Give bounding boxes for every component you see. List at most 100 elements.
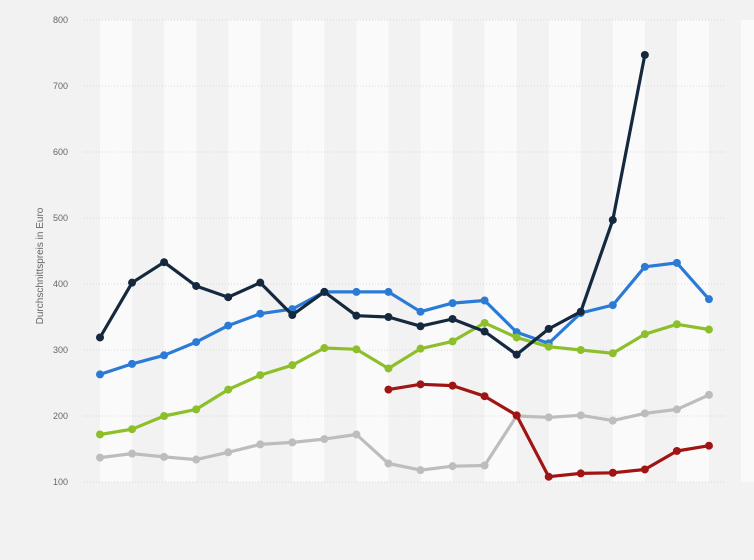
series-1 bbox=[96, 258, 713, 379]
band bbox=[628, 20, 645, 482]
data-point bbox=[128, 449, 137, 458]
series-4 bbox=[384, 380, 713, 481]
series-lines bbox=[96, 50, 713, 481]
data-point bbox=[96, 333, 104, 342]
y-tick-label: 500 bbox=[53, 213, 68, 223]
data-point bbox=[640, 50, 649, 59]
band bbox=[164, 20, 181, 482]
data-point bbox=[416, 466, 425, 475]
data-point bbox=[256, 371, 265, 380]
band bbox=[308, 20, 325, 482]
y-tick-label: 700 bbox=[53, 81, 68, 91]
data-point bbox=[480, 327, 489, 336]
data-point bbox=[448, 299, 457, 308]
data-point bbox=[320, 287, 329, 296]
y-axis-label: Durchschnittspreis in Euro bbox=[35, 207, 46, 324]
data-point bbox=[416, 307, 425, 316]
data-point bbox=[672, 320, 681, 329]
band bbox=[180, 20, 197, 482]
data-point bbox=[384, 313, 393, 321]
data-point bbox=[128, 425, 137, 434]
data-point bbox=[576, 346, 585, 354]
y-tick-label: 800 bbox=[53, 15, 68, 25]
data-point bbox=[416, 344, 425, 353]
data-point bbox=[448, 314, 457, 323]
data-point bbox=[192, 281, 201, 290]
band bbox=[676, 20, 693, 482]
data-point bbox=[544, 342, 553, 351]
data-point bbox=[352, 345, 361, 354]
data-point bbox=[224, 293, 233, 302]
band bbox=[612, 20, 629, 482]
data-point bbox=[192, 338, 201, 347]
y-tick-label: 300 bbox=[53, 345, 68, 355]
data-point bbox=[352, 287, 361, 296]
band bbox=[228, 20, 245, 482]
series-3 bbox=[96, 390, 713, 475]
background-bands bbox=[84, 20, 754, 482]
data-point bbox=[160, 452, 169, 461]
band bbox=[372, 20, 389, 482]
band bbox=[420, 20, 437, 482]
data-point bbox=[448, 381, 457, 390]
data-point bbox=[256, 309, 265, 318]
data-point bbox=[576, 307, 585, 316]
data-point bbox=[576, 411, 585, 420]
data-point bbox=[416, 322, 425, 331]
series-2 bbox=[96, 318, 713, 439]
data-point bbox=[96, 453, 104, 462]
series-5 bbox=[96, 50, 649, 359]
data-point bbox=[288, 361, 297, 370]
band bbox=[244, 20, 261, 482]
data-point bbox=[576, 469, 585, 478]
data-point bbox=[288, 438, 297, 447]
band bbox=[548, 20, 565, 482]
data-point bbox=[640, 409, 649, 418]
data-point bbox=[448, 462, 457, 471]
series-line bbox=[98, 393, 711, 472]
data-point bbox=[480, 318, 489, 327]
data-point bbox=[704, 295, 713, 304]
band bbox=[741, 20, 754, 482]
band bbox=[116, 20, 133, 482]
data-point bbox=[640, 262, 649, 271]
data-point bbox=[608, 416, 617, 425]
y-tick-label: 200 bbox=[53, 411, 68, 421]
data-point bbox=[480, 392, 489, 401]
data-point bbox=[96, 370, 104, 379]
band bbox=[564, 20, 581, 482]
data-point bbox=[480, 461, 489, 470]
band bbox=[500, 20, 517, 482]
band bbox=[292, 20, 309, 482]
data-point bbox=[640, 465, 649, 474]
data-point bbox=[192, 405, 201, 414]
data-point bbox=[224, 321, 233, 330]
data-point bbox=[672, 405, 681, 414]
data-point bbox=[256, 278, 265, 287]
gridlines bbox=[84, 19, 726, 483]
band bbox=[100, 20, 117, 482]
y-tick-label: 600 bbox=[53, 147, 68, 157]
data-point bbox=[512, 350, 521, 359]
series-line bbox=[98, 53, 647, 357]
data-point bbox=[480, 296, 489, 305]
data-point bbox=[608, 468, 617, 477]
data-point bbox=[224, 448, 233, 457]
data-point bbox=[320, 344, 329, 353]
data-point bbox=[288, 311, 297, 320]
data-point bbox=[672, 446, 681, 455]
data-point bbox=[160, 351, 169, 360]
data-point bbox=[448, 337, 457, 346]
data-point bbox=[160, 258, 169, 267]
data-point bbox=[672, 258, 681, 267]
data-point bbox=[608, 215, 617, 224]
data-point bbox=[192, 455, 201, 464]
data-point bbox=[384, 364, 393, 373]
data-point bbox=[384, 459, 393, 468]
data-point bbox=[544, 413, 553, 422]
y-axis-ticks: 100 200 300 400 500 600 700 800 bbox=[53, 15, 68, 487]
data-point bbox=[128, 359, 137, 368]
series-line bbox=[98, 261, 711, 376]
data-point bbox=[256, 440, 265, 449]
